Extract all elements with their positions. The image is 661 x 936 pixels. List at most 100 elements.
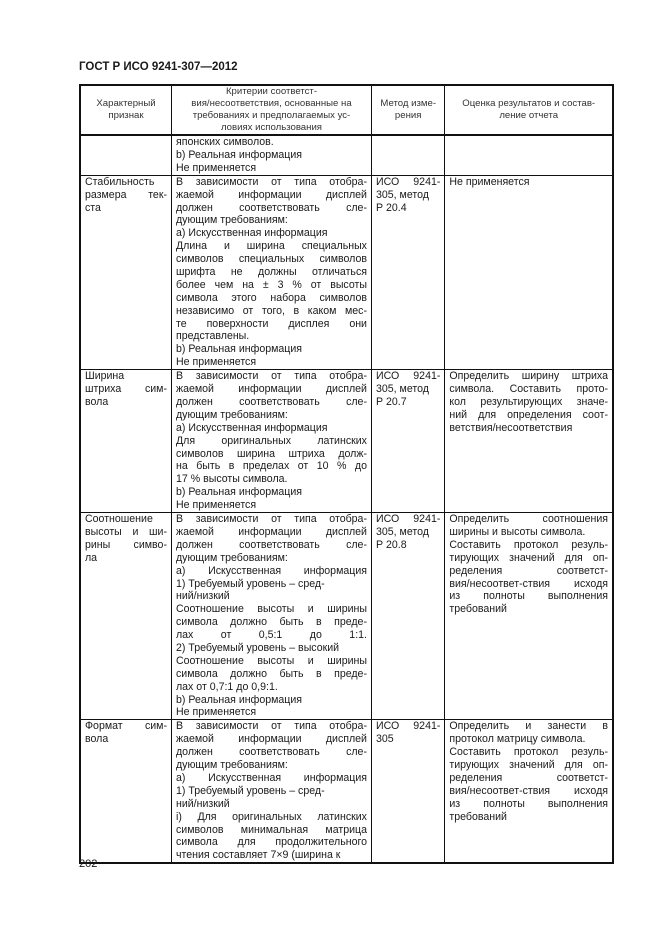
column-header-evaluation: Оценка результатов и состав-ление отчета (444, 84, 614, 136)
cell-line: В зависимости от типа отобра- (175, 370, 367, 383)
cell-line: Формат сим- (85, 720, 167, 733)
cell-line: Ширина (85, 370, 125, 383)
document-header: ГОСТ Р ИСО 9241-307—2012 (79, 61, 238, 73)
cell-criteria: японских символов. b) Реальная информация… (170, 134, 372, 176)
cell-line: ределения соответст- (449, 771, 608, 784)
cell-line: жаемой информации дисплей (175, 383, 367, 396)
cell-criteria: В зависимости от типа отобра-жаемой инфо… (170, 512, 372, 721)
cell-line: ИСО 9241- (375, 370, 441, 383)
cell-line: ла (85, 551, 98, 564)
cell-line: Не применяется (175, 356, 257, 369)
header-line: ление отчета (499, 110, 559, 121)
cell-line: a) Искусственная информация (175, 771, 367, 784)
cell-feature: Соотношение высоты и ши-рины симво-ла (79, 512, 172, 721)
cell-line: ний для определения соот- (449, 408, 608, 421)
cell-line: a) Искусственная информация (175, 564, 367, 577)
cell-line: символа. Составить прото- (449, 383, 608, 396)
cell-method: ИСО 9241- 305 (370, 719, 446, 864)
cell-line: b) Реальная информация (175, 486, 303, 499)
cell-line: тирующих значений для оп- (449, 759, 608, 772)
cell-line: В зависимости от типа отобра- (175, 513, 367, 526)
cell-line: вола (85, 395, 109, 408)
cell-feature: Ширина штриха сим-вола (79, 369, 172, 514)
cell-method: ИСО 9241- 305, метод Р 20.4 (370, 174, 446, 371)
cell-line: 1) Требуемый уровень – сред- (175, 577, 325, 590)
cell-line: В зависимости от типа отобра- (175, 175, 367, 188)
header-line: ловиях использования (220, 122, 322, 133)
cell-line: дующим требованиям: (175, 214, 288, 227)
table-row: японских символов. b) Реальная информация… (79, 134, 614, 176)
cell-line: ветствия/несоответствия (449, 421, 573, 434)
cell-line: 305, метод (375, 188, 429, 201)
cell-line: из полноты выполнения (449, 797, 608, 810)
cell-line: кол результирующих значе- (449, 395, 608, 408)
cell-line: жаемой информации дисплей (175, 525, 367, 538)
cell-line: Составить протокол резуль- (449, 746, 608, 759)
cell-line: Стабильность (85, 175, 155, 188)
cell-line: Не применяется (449, 175, 530, 188)
cell-line: Длина и ширина специальных (175, 240, 367, 253)
cell-line: жаемой информации дисплей (175, 188, 367, 201)
table-row: Формат сим-вола В зависимости от типа ото… (79, 719, 614, 864)
cell-line: должен соответствовать сле- (175, 746, 367, 759)
cell-line: тирующих значений для оп- (449, 551, 608, 564)
cell-line: b) Реальная информация (175, 693, 303, 706)
cell-method: ИСО 9241- 305, метод Р 20.8 (370, 512, 446, 721)
cell-feature: Формат сим-вола (79, 719, 172, 864)
table-row: Соотношение высоты и ши-рины симво-ла В за… (79, 512, 614, 721)
cell-line: чтения составляет 7×9 (ширина к (175, 849, 341, 862)
cell-line: 1) Требуемый уровень – сред- (175, 784, 325, 797)
cell-line: требований (449, 810, 507, 823)
cell-line: b) Реальная информация (175, 343, 303, 356)
cell-line: символа этого набора символов (175, 291, 367, 304)
cell-line: Не применяется (175, 161, 257, 174)
table-row: Ширина штриха сим-вола В зависимости от ти… (79, 369, 614, 514)
cell-line: вола (85, 733, 109, 746)
cell-line: ширины и высоты символа. (449, 525, 586, 538)
header-line: Характерный (96, 98, 156, 109)
cell-line: Р 20.7 (375, 395, 407, 408)
cell-line: Не применяется (175, 706, 257, 719)
header-line: Критерии соответст- (225, 86, 318, 97)
cell-line: ИСО 9241- (375, 513, 441, 526)
cell-line: i) Для оригинальных латинских (175, 810, 367, 823)
header-line: вия/несоответствия, основанные на (191, 98, 352, 109)
cell-line: 2) Требуемый уровень – высокий (175, 641, 340, 654)
cell-line: вия/несоответ-ствия исходя (449, 577, 608, 590)
cell-line: более чем на ± 3 % от высоты (175, 278, 367, 291)
cell-evaluation (444, 134, 614, 176)
column-header-criteria: Критерии соответст-вия/несоответствия, о… (170, 84, 372, 136)
cell-line: протокол матрицу символа. (449, 733, 586, 746)
cell-line: должен соответствовать сле- (175, 201, 367, 214)
cell-line: должен соответствовать сле- (175, 395, 367, 408)
cell-line: 305, метод (375, 525, 429, 538)
header-line: рения (394, 110, 422, 121)
cell-evaluation: Определить соотношения ширины и высоты си… (444, 512, 614, 721)
cell-line: ний/низкий (175, 590, 230, 603)
cell-line: на быть в пределах от 10 % до (175, 460, 367, 473)
cell-line: символов ширина штриха долж- (175, 447, 367, 460)
cell-line: жаемой информации дисплей (175, 733, 367, 746)
cell-evaluation: Не применяется (444, 174, 614, 371)
cell-criteria: В зависимости от типа отобра-жаемой инфо… (170, 369, 372, 514)
cell-line: лах от 0,5:1 до 1:1. (175, 629, 367, 642)
cell-line: японских символов. (175, 136, 274, 148)
cell-line: независимо от того, в каком мес- (175, 304, 367, 317)
header-line: требованиях и предполагаемых ус- (192, 110, 351, 121)
cell-line: штриха сим- (85, 383, 167, 396)
cell-line: Определить и занести в (449, 720, 608, 733)
cell-line: Соотношение высоты и ширины (175, 654, 367, 667)
cell-line: символа должно быть в преде- (175, 667, 367, 680)
cell-line: рины симво- (85, 538, 167, 551)
cell-line: те поверхности дисплея они (175, 317, 367, 330)
cell-line: 305, метод (375, 383, 429, 396)
cell-line: представлены. (175, 330, 250, 343)
criteria-table: Характерный признак Критерии соответст-ви… (79, 84, 614, 865)
cell-line: b) Реальная информация (175, 148, 303, 161)
cell-line: символов минимальная матрица (175, 823, 367, 836)
cell-line: Определить ширину штриха (449, 370, 608, 383)
cell-line: размера тек- (85, 188, 167, 201)
cell-evaluation: Определить ширину штриха символа. Состави… (444, 369, 614, 514)
cell-line: шрифта не должны отличаться (175, 265, 367, 278)
cell-line: дующим требованиям: (175, 551, 288, 564)
